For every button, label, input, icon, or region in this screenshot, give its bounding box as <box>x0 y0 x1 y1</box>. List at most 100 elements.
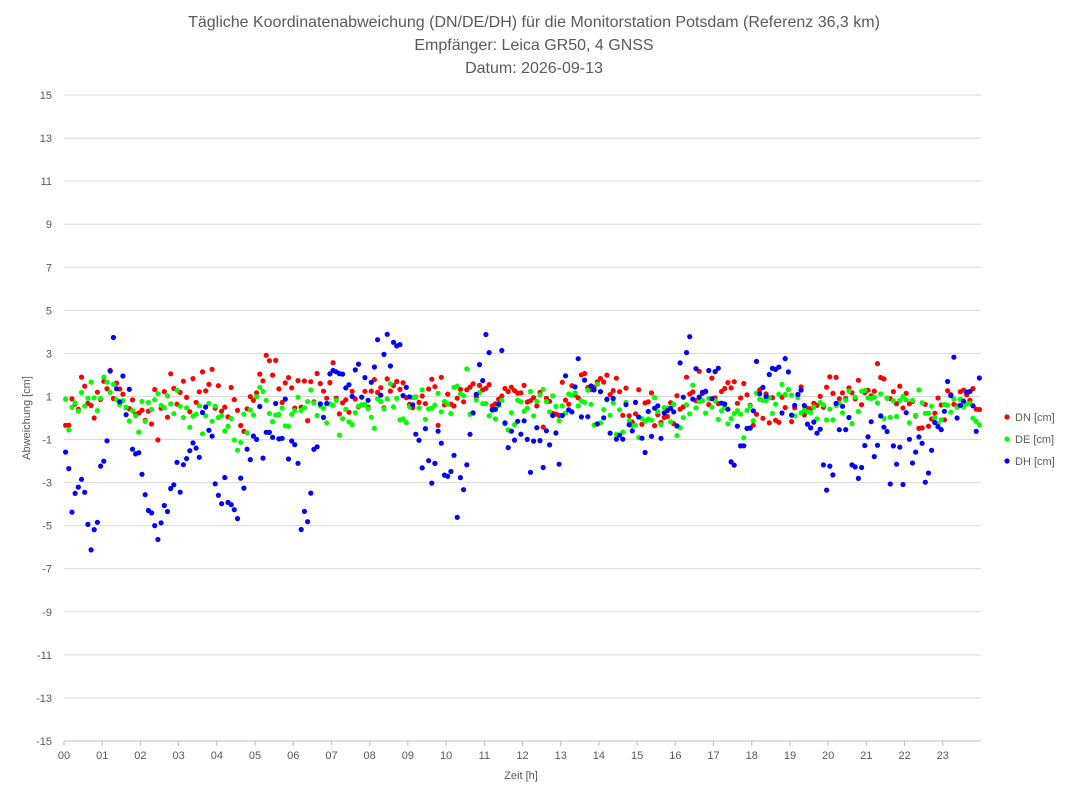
x-tick-label: 04 <box>211 750 223 762</box>
point-dh <box>760 384 766 390</box>
point-dh <box>362 375 368 381</box>
point-dn <box>149 421 155 427</box>
point-dn <box>620 412 626 418</box>
point-de <box>582 399 588 405</box>
point-dn <box>741 380 747 387</box>
point-de <box>820 402 827 408</box>
point-dh <box>578 414 585 420</box>
point-de <box>311 400 317 406</box>
point-de <box>429 405 435 411</box>
point-de <box>69 404 75 410</box>
point-dh <box>687 334 693 340</box>
point-dh <box>922 479 928 485</box>
point-dh <box>63 449 69 455</box>
point-dh <box>435 428 441 434</box>
point-dn <box>362 388 368 394</box>
point-dn <box>645 399 651 405</box>
point-dh <box>289 438 295 444</box>
point-dn <box>324 395 330 401</box>
point-de <box>136 429 142 435</box>
point-dn <box>610 388 616 394</box>
point-de <box>101 374 107 380</box>
point-de <box>728 416 734 422</box>
legend: DN [cm] DE [cm] DH [cm] <box>1004 412 1055 468</box>
point-dh <box>951 354 957 360</box>
point-de <box>594 381 600 387</box>
point-dn <box>435 422 441 428</box>
point-de <box>171 411 177 417</box>
point-dh <box>531 438 537 444</box>
point-dn <box>903 390 909 396</box>
point-de <box>231 437 237 443</box>
point-de <box>744 407 750 413</box>
point-dh <box>426 458 432 464</box>
point-dn <box>266 358 272 364</box>
point-dn <box>180 378 186 384</box>
point-dn <box>168 371 174 377</box>
point-de <box>260 388 266 394</box>
point-de <box>556 418 562 424</box>
point-dn <box>725 380 731 386</box>
point-dh <box>149 510 155 516</box>
point-dh <box>320 414 327 420</box>
point-dh <box>158 520 164 526</box>
point-de <box>948 409 954 415</box>
point-dh <box>897 444 903 450</box>
y-tick-label: -15 <box>36 736 52 748</box>
point-dh <box>572 384 578 390</box>
y-tick-label: -3 <box>42 478 52 490</box>
point-de <box>222 428 228 434</box>
point-dh <box>562 373 569 379</box>
point-dh <box>375 337 381 343</box>
point-de <box>149 406 155 412</box>
point-dh <box>346 382 352 388</box>
point-dh <box>913 449 919 455</box>
point-dh <box>903 410 909 416</box>
point-de <box>897 397 903 404</box>
point-dh <box>387 363 393 369</box>
x-tick-label: 00 <box>58 750 70 762</box>
point-de <box>620 429 626 435</box>
point-dh <box>588 383 594 389</box>
point-de <box>461 393 467 399</box>
point-dh <box>601 415 607 421</box>
point-dn <box>276 386 282 392</box>
point-de <box>852 394 858 400</box>
point-dh <box>639 435 645 441</box>
point-dh <box>406 394 413 400</box>
point-dh <box>973 428 979 434</box>
point-dn <box>607 392 613 398</box>
point-dh <box>429 480 435 486</box>
point-dn <box>531 395 537 401</box>
point-dn <box>247 394 253 400</box>
point-dn <box>387 388 393 394</box>
point-dh <box>69 509 75 515</box>
point-de <box>387 381 393 387</box>
point-dn <box>683 374 690 380</box>
point-de <box>709 404 715 410</box>
point-de <box>547 409 553 415</box>
point-dn <box>193 399 199 405</box>
point-dh <box>843 427 849 433</box>
point-dh <box>569 409 575 415</box>
x-tick-label: 23 <box>937 750 949 762</box>
x-tick-label: 14 <box>593 750 605 762</box>
point-de <box>652 395 658 401</box>
point-dh <box>359 394 365 400</box>
point-de <box>336 432 342 438</box>
point-de <box>155 391 161 397</box>
point-dn <box>308 379 314 385</box>
point-dh <box>314 444 320 450</box>
x-tick-label: 06 <box>287 750 299 762</box>
point-de <box>126 418 132 424</box>
point-dh <box>852 464 858 470</box>
point-dn <box>394 378 400 385</box>
point-dh <box>241 485 247 491</box>
point-de <box>499 397 505 403</box>
point-dn <box>890 389 897 395</box>
point-dh <box>795 391 801 398</box>
point-de <box>279 405 285 411</box>
point-dn <box>346 409 352 415</box>
point-dn <box>317 380 323 387</box>
point-de <box>785 386 792 392</box>
